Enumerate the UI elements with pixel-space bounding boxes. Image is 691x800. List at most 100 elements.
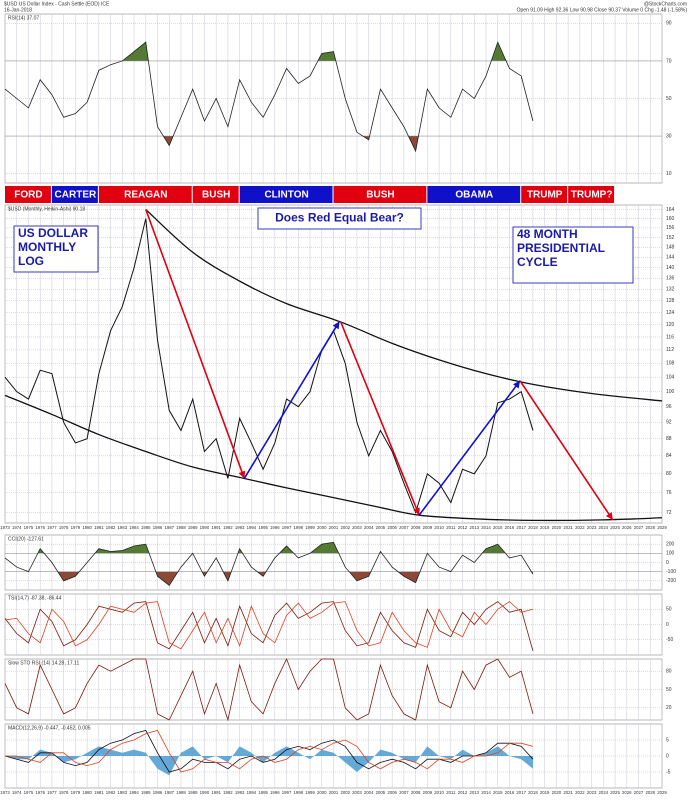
y-tick-label: 0 <box>666 753 669 759</box>
x-tick-label: 2003 <box>352 525 362 530</box>
x-tick-label: 2001 <box>329 790 339 795</box>
x-tick-label: 2025 <box>610 525 620 530</box>
y-tick-label: 0 <box>666 560 669 566</box>
x-tick-label: 2009 <box>423 790 433 795</box>
x-tick-label: 2008 <box>411 525 421 530</box>
x-tick-label: 2024 <box>599 525 609 530</box>
note-text: LOG <box>18 254 44 268</box>
x-tick-label: 1996 <box>270 790 280 795</box>
note-text: PRESIDENTIAL <box>517 241 605 255</box>
x-tick-label: 2012 <box>458 790 468 795</box>
y-tick-label: 0 <box>666 622 669 628</box>
x-tick-label: 2020 <box>552 525 562 530</box>
x-tick-label: 1980 <box>82 525 92 530</box>
y-tick-label: 80 <box>666 471 672 477</box>
x-tick-label: 1986 <box>153 790 163 795</box>
y-tick-label: 90 <box>666 21 672 27</box>
panel-label: RSI(14) 37.07 <box>8 15 39 21</box>
x-tick-label: 1973 <box>0 790 10 795</box>
x-tick-label: 1989 <box>188 525 198 530</box>
x-tick-label: 2009 <box>423 525 433 530</box>
series-line <box>4 657 534 722</box>
panel-label: $USD (Monthly, Heikin-Ashi) 90.18 <box>8 206 85 212</box>
y-tick-label: -5 <box>666 769 671 775</box>
x-tick-label: 1976 <box>35 790 45 795</box>
x-tick-label: 2005 <box>376 525 386 530</box>
x-tick-label: 1991 <box>211 525 221 530</box>
president-band <box>98 186 192 203</box>
x-tick-label: 2019 <box>540 525 550 530</box>
x-tick-label: 1978 <box>59 790 69 795</box>
x-tick-label: 2023 <box>587 525 597 530</box>
y-tick-label: 136 <box>666 276 675 282</box>
president-name: BUSH <box>202 190 230 201</box>
arrow-head <box>513 380 521 389</box>
president-band <box>5 186 51 203</box>
x-tick-label: 1988 <box>176 790 186 795</box>
trendline <box>243 321 341 479</box>
y-tick-label: 116 <box>666 334 674 340</box>
x-tick-label: 2017 <box>516 790 526 795</box>
note-text: US DOLLAR <box>18 226 88 240</box>
note-text: Does Red Equal Bear? <box>275 211 404 225</box>
y-tick-label: 5 <box>666 737 669 743</box>
x-tick-label: 2029 <box>657 790 667 795</box>
symbol: $USD US Dollar Index - Cash Settle (EOD)… <box>4 1 110 7</box>
x-tick-label: 2014 <box>481 790 491 795</box>
y-tick-label: 200 <box>666 541 675 547</box>
x-tick-label: 1985 <box>141 790 151 795</box>
x-tick-label: 1974 <box>12 790 22 795</box>
x-tick-label: 2006 <box>387 525 397 530</box>
president-name: BUSH <box>366 190 394 201</box>
x-tick-label: 2006 <box>387 790 397 795</box>
x-tick-label: 1981 <box>94 790 104 795</box>
note-box <box>257 207 422 230</box>
x-tick-label: 2021 <box>563 525 573 530</box>
channel-curve <box>145 208 663 402</box>
x-tick-label: 2014 <box>481 525 491 530</box>
y-tick-label: 152 <box>666 235 675 241</box>
y-tick-label: 72 <box>666 510 672 516</box>
arrow-head <box>332 321 340 330</box>
x-tick-label: 2027 <box>634 525 644 530</box>
y-tick-label: 108 <box>666 361 675 367</box>
x-tick-label: 1985 <box>141 525 151 530</box>
series-line <box>4 601 534 652</box>
x-tick-label: 2007 <box>399 525 409 530</box>
president-band <box>192 186 239 203</box>
x-tick-label: 1995 <box>258 525 268 530</box>
x-tick-label: 2000 <box>317 790 327 795</box>
y-tick-label: 76 <box>666 490 672 496</box>
x-tick-label: 2023 <box>587 790 597 795</box>
x-tick-label: 1994 <box>247 525 257 530</box>
y-tick-label: 128 <box>666 298 675 304</box>
x-tick-label: 2016 <box>505 525 515 530</box>
president-band <box>333 186 427 203</box>
arrow-head <box>238 470 246 479</box>
x-tick-label: 2028 <box>645 790 655 795</box>
x-tick-label: 1982 <box>106 790 116 795</box>
president-name: TRUMP <box>527 190 563 201</box>
x-tick-label: 2005 <box>376 790 386 795</box>
x-tick-label: 1981 <box>94 525 104 530</box>
x-tick-label: 2022 <box>575 790 585 795</box>
president-band <box>427 186 521 203</box>
x-tick-label: 1980 <box>82 790 92 795</box>
threshold-fill <box>5 42 533 61</box>
president-name: REAGAN <box>124 190 167 201</box>
x-tick-label: 1987 <box>164 525 174 530</box>
x-tick-label: 2022 <box>575 525 585 530</box>
x-tick-label: 2000 <box>317 525 327 530</box>
y-tick-label: 148 <box>666 245 675 251</box>
note-box <box>13 225 99 273</box>
president-name: OBAMA <box>455 190 493 201</box>
x-tick-label: 2019 <box>540 790 550 795</box>
note-text: 48 MONTH <box>517 227 578 241</box>
y-tick-label: 20 <box>666 705 672 711</box>
x-tick-label: 1997 <box>282 525 292 530</box>
x-tick-label: 2001 <box>329 525 339 530</box>
x-tick-label: 1989 <box>188 790 198 795</box>
y-tick-label: -50 <box>666 637 673 643</box>
x-tick-label: 2025 <box>610 790 620 795</box>
x-tick-label: 1984 <box>129 525 139 530</box>
